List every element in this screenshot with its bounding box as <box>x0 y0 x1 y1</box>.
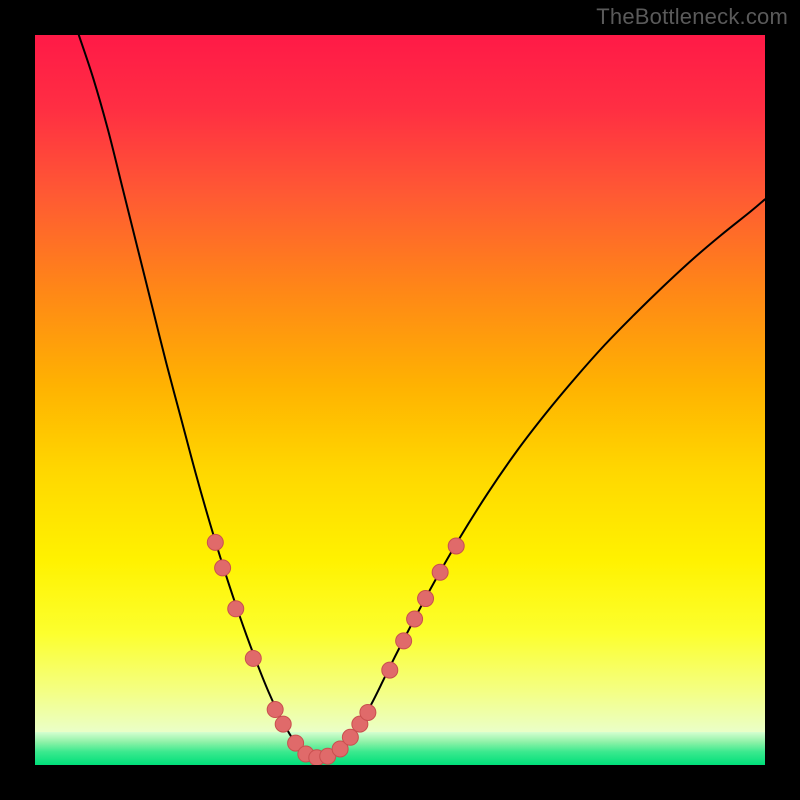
data-marker <box>382 662 398 678</box>
data-markers-group <box>207 534 464 765</box>
data-marker <box>360 704 376 720</box>
data-marker <box>275 716 291 732</box>
data-marker <box>407 611 423 627</box>
watermark-text: TheBottleneck.com <box>596 4 788 30</box>
data-marker <box>267 702 283 718</box>
data-marker <box>245 650 261 666</box>
data-marker <box>432 564 448 580</box>
data-marker <box>207 534 223 550</box>
chart-plot-area <box>35 35 765 765</box>
chart-svg-overlay <box>35 35 765 765</box>
data-marker <box>215 560 231 576</box>
data-marker <box>396 633 412 649</box>
data-marker <box>448 538 464 554</box>
data-marker <box>418 591 434 607</box>
data-marker <box>228 601 244 617</box>
bottleneck-curve <box>79 35 765 759</box>
